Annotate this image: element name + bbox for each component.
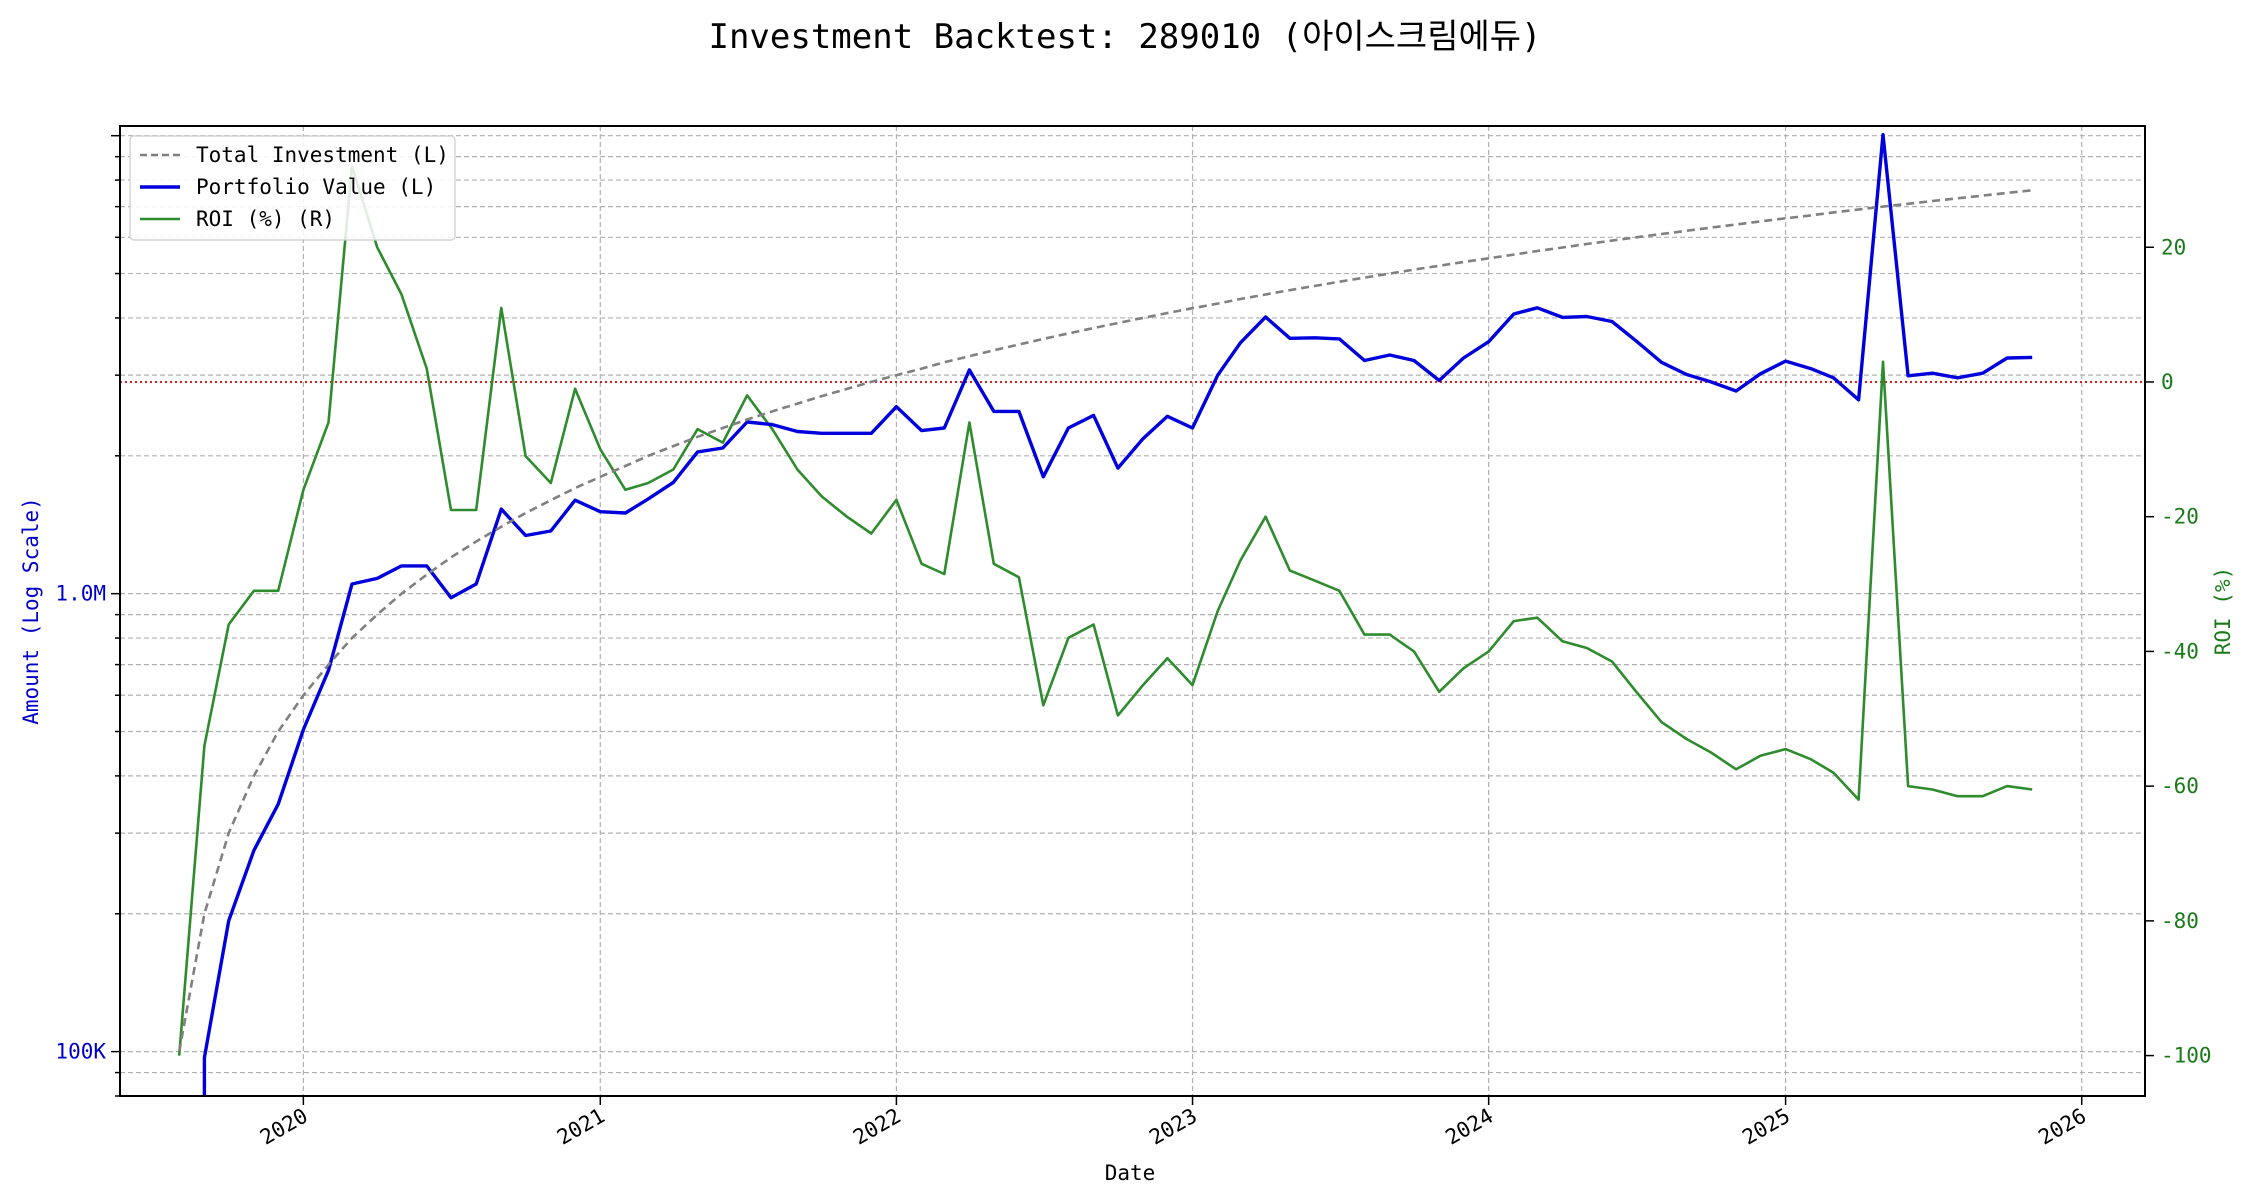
y-right-tick-label: -60 <box>2161 774 2199 798</box>
chart-title: Investment Backtest: 289010 (아이스크림에듀) <box>708 17 1541 57</box>
total-investment-line <box>177 189 2033 1052</box>
y-axis-right-label: ROI (%) <box>2211 567 2235 656</box>
y-left-tick-label: 100K <box>55 1040 106 1064</box>
legend: Total Investment (L) Portfolio Value (L) R… <box>129 135 456 241</box>
y-right-tick-label: -20 <box>2161 505 2199 529</box>
y-axis-left-label: Amount (Log Scale) <box>19 497 43 725</box>
y-left-tick-label: 1.0M <box>55 582 106 606</box>
legend-label: Total Investment (L) <box>196 143 449 167</box>
legend-label: ROI (%) (R) <box>196 207 335 231</box>
x-axis-label: Date <box>1105 1161 1156 1185</box>
roi-line <box>177 165 2033 1056</box>
y-right-tick-label: -80 <box>2161 909 2199 933</box>
legend-box <box>129 135 456 241</box>
plot-frame <box>119 125 2146 1097</box>
y-right-tick-label: 20 <box>2161 235 2186 259</box>
portfolio-value-line <box>202 133 2033 1096</box>
y-right-tick-label: -100 <box>2161 1044 2212 1068</box>
legend-label: Portfolio Value (L) <box>196 175 436 199</box>
y-right-tick-label: -40 <box>2161 639 2199 663</box>
grid-layer <box>120 126 2145 1097</box>
series-layer <box>177 133 2033 1096</box>
y-right-tick-label: 0 <box>2161 370 2174 394</box>
